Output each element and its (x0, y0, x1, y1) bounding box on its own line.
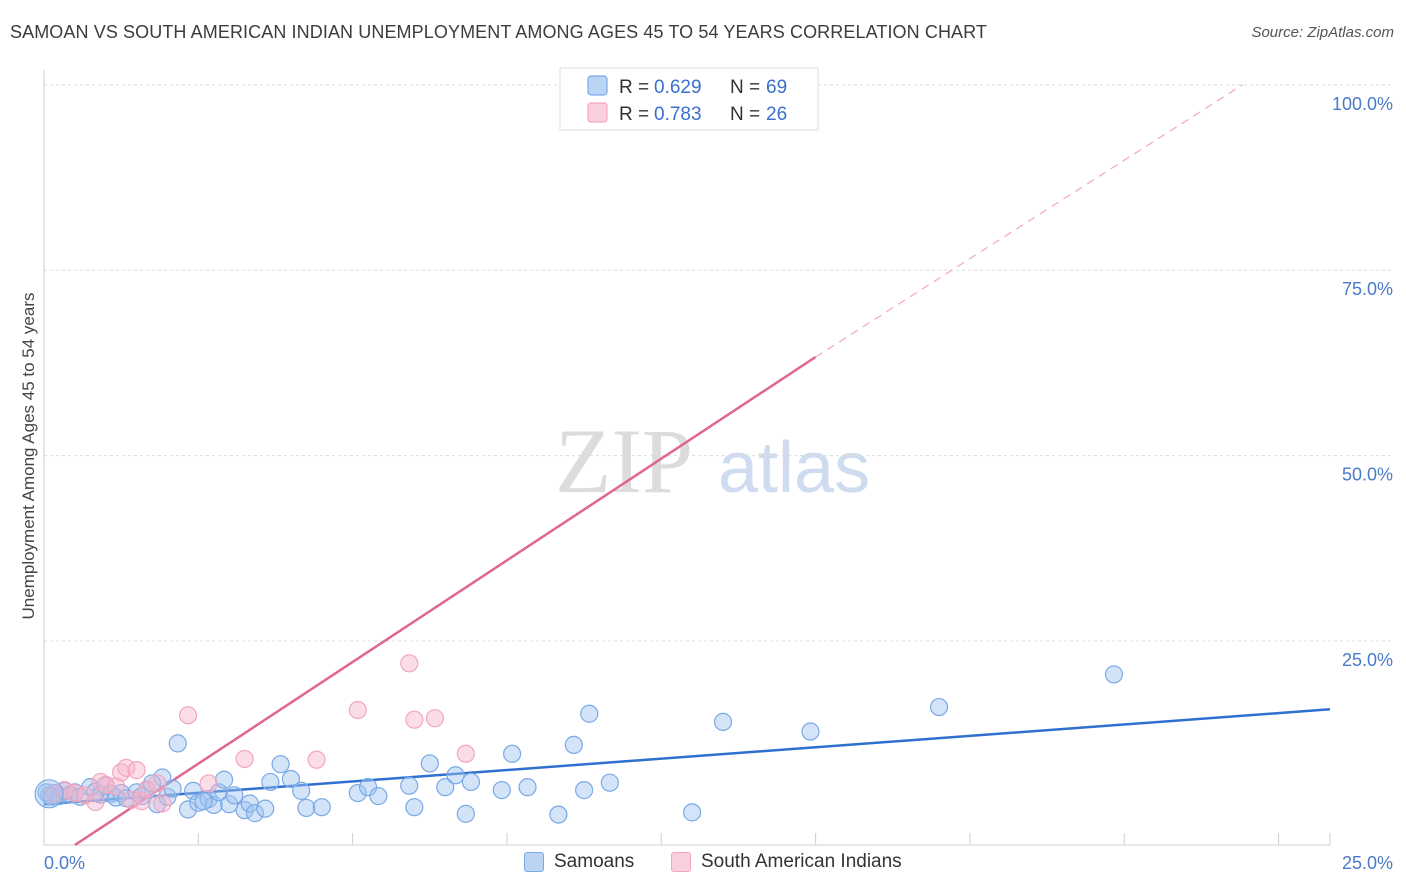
legend-swatch-samoans (587, 75, 608, 96)
samoans-point-cluster (34, 779, 64, 809)
samoans-point-36 (281, 769, 301, 789)
watermark-atlas: atlas (718, 428, 870, 508)
legend-n-value-south-american-indians: 26 (766, 104, 787, 125)
samoans-point-47 (456, 804, 475, 823)
samoans-point-61 (1104, 665, 1124, 684)
legend-r-label-south-american-indians: R = (619, 104, 649, 125)
south-american-indians-point-20 (400, 654, 419, 673)
samoans-trend-line (43, 708, 1331, 806)
south-american-indians-point-16 (199, 774, 218, 793)
legend-swatch-south-american-indians (587, 102, 608, 123)
south-american-indians-point-13 (148, 774, 167, 793)
legend-n-value-samoans: 69 (766, 77, 787, 98)
south-american-indians-point-7 (106, 777, 126, 796)
samoans-point-57 (683, 803, 702, 822)
samoans-point-32 (245, 804, 265, 823)
south-american-indians-trend-extension (815, 84, 1243, 358)
x-tick-label-1: 25.0% (1342, 853, 1393, 873)
samoans-point-46 (446, 766, 465, 785)
y-tick-label-2: 75.0% (1342, 279, 1393, 299)
samoans-point-49 (492, 781, 511, 800)
south-american-indians-point-3 (76, 786, 95, 805)
y-tick-label-3: 100.0% (1332, 94, 1393, 114)
bottom-legend-label-south-american-indians: South American Indians (701, 851, 902, 872)
x-tick-label-0: 0.0% (44, 853, 85, 873)
points (34, 77, 1124, 824)
watermark: ZIP atlas (555, 410, 870, 512)
samoans-point-39 (312, 798, 331, 817)
samoans-point-38 (297, 798, 316, 818)
south-american-indians-point-25 (122, 790, 141, 809)
legend: R = 0.629 N = 69 R = 0.783 N = 26 (559, 67, 819, 131)
south-american-indians-point-17 (235, 749, 254, 769)
samoans-point-67 (194, 792, 213, 811)
samoans-point-33 (256, 799, 275, 818)
samoans-point-40 (348, 783, 367, 803)
bottom-legend-swatch-samoans (524, 852, 544, 872)
samoans-point-66 (163, 779, 182, 798)
south-american-indians-point-15 (178, 706, 198, 725)
samoans-point-52 (549, 805, 568, 824)
watermark-zip: ZIP (555, 410, 693, 512)
samoans-point-44 (420, 754, 439, 773)
samoans-point-34 (261, 772, 280, 792)
south-american-indians-trend-line (74, 355, 817, 847)
samoans-point-58 (713, 712, 733, 731)
south-american-indians-point-22 (425, 709, 445, 728)
south-american-indians-point-23 (456, 744, 475, 763)
trend-lines (43, 84, 1331, 847)
y-axis-label: Unemployment Among Ages 45 to 54 years (19, 293, 38, 620)
bottom-legend-item-south-american-indians: South American Indians (671, 851, 902, 873)
bottom-legend: Samoans South American Indians (0, 851, 1406, 879)
samoans-point-65 (142, 774, 162, 793)
south-american-indians-point-21 (405, 710, 424, 729)
bottom-legend-item-samoans: Samoans (524, 851, 634, 873)
legend-r-value-south-american-indians: 0.783 (654, 104, 702, 125)
south-american-indians-point-10 (127, 760, 146, 780)
samoans-point-28 (220, 795, 239, 814)
legend-r-value-samoans: 0.629 (654, 77, 702, 98)
samoans-point-68 (369, 786, 388, 806)
south-american-indians-point-4 (86, 792, 105, 812)
samoans-point-55 (580, 704, 599, 723)
samoans-point-45 (436, 778, 455, 797)
samoans-point-43 (405, 798, 424, 817)
samoans-point-21 (178, 800, 198, 819)
samoans-point-53 (564, 735, 583, 754)
legend-n-label-samoans: N = (730, 77, 760, 98)
samoans-point-56 (600, 773, 619, 792)
samoans-point-48 (461, 772, 481, 792)
samoans-point-51 (518, 778, 537, 797)
tick-labels: 25.0% 50.0% 75.0% 100.0% 0.0% 25.0% (44, 94, 1393, 873)
y-tick-label-0: 25.0% (1342, 650, 1393, 670)
samoans-point-18 (153, 768, 172, 787)
samoans-point-29 (225, 786, 244, 805)
legend-n-label-south-american-indians: N = (730, 104, 760, 125)
chart-title: SAMOAN VS SOUTH AMERICAN INDIAN UNEMPLOY… (10, 22, 988, 42)
south-american-indians-point-12 (137, 780, 156, 799)
samoans-point-59 (801, 722, 820, 741)
samoans-point-27 (214, 770, 234, 789)
legend-r-label-samoans: R = (619, 77, 649, 98)
samoans-point-17 (148, 795, 167, 814)
samoans-point-8 (86, 782, 105, 801)
axes (43, 70, 1331, 846)
samoans-point-50 (503, 744, 522, 763)
south-american-indians-point-14 (153, 794, 172, 813)
source-label: Source: ZipAtlas.com (1251, 24, 1394, 41)
south-american-indians-point-18 (307, 750, 326, 769)
bottom-legend-swatch-south-american-indians (671, 852, 691, 872)
samoans-point-42 (400, 776, 419, 795)
south-american-indians-point-19 (348, 700, 367, 720)
samoans-point-60 (929, 697, 949, 717)
samoans-point-37 (292, 781, 311, 800)
y-tick-label-1: 50.0% (1342, 465, 1393, 485)
bottom-legend-label-samoans: Samoans (554, 851, 635, 872)
samoans-point-20 (168, 734, 187, 753)
samoans-point-35 (271, 755, 290, 774)
grid (44, 84, 1393, 642)
samoans-point-54 (575, 781, 594, 800)
